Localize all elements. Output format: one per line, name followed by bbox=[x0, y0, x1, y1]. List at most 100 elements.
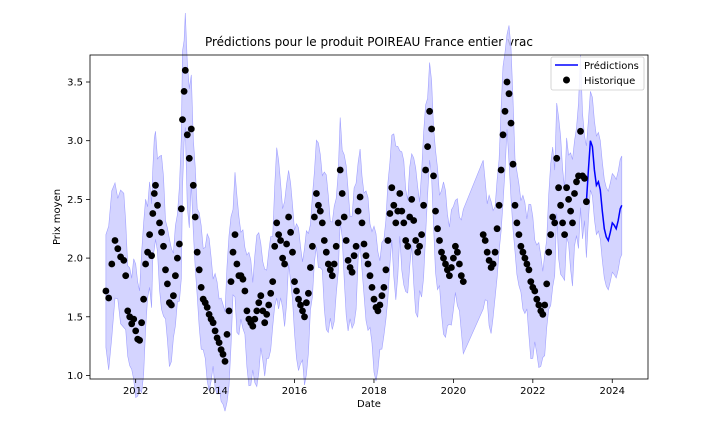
history-points-layer bbox=[102, 66, 590, 365]
history-point bbox=[454, 248, 461, 256]
history-point bbox=[328, 272, 336, 280]
history-point bbox=[557, 201, 564, 209]
x-tick-label: 2018 bbox=[361, 386, 386, 397]
y-tick-label: 2.5 bbox=[67, 195, 83, 206]
history-point bbox=[295, 295, 302, 303]
history-point bbox=[209, 319, 217, 327]
history-point bbox=[533, 295, 541, 303]
history-point bbox=[229, 248, 237, 256]
history-point bbox=[519, 248, 527, 256]
history-point bbox=[499, 131, 507, 139]
history-point bbox=[105, 294, 113, 302]
history-point bbox=[195, 266, 203, 274]
history-point bbox=[239, 275, 247, 283]
history-point bbox=[203, 304, 211, 311]
history-point bbox=[352, 242, 360, 250]
history-point bbox=[555, 184, 562, 192]
history-point bbox=[315, 201, 322, 209]
history-point bbox=[150, 190, 158, 197]
history-point bbox=[311, 213, 318, 221]
x-tick-label: 2020 bbox=[441, 386, 466, 397]
history-point bbox=[384, 237, 392, 244]
history-point bbox=[305, 289, 312, 297]
history-point bbox=[541, 301, 549, 309]
history-point bbox=[138, 319, 146, 327]
history-point bbox=[285, 213, 292, 221]
history-point bbox=[102, 287, 110, 295]
history-point bbox=[179, 116, 186, 123]
history-point bbox=[422, 166, 429, 174]
plot-area bbox=[102, 12, 623, 412]
history-point bbox=[255, 299, 263, 307]
history-point bbox=[191, 213, 199, 221]
history-point bbox=[505, 90, 513, 98]
history-point bbox=[581, 174, 588, 182]
history-point bbox=[181, 66, 189, 74]
history-point bbox=[146, 231, 154, 239]
history-point bbox=[287, 228, 294, 236]
history-point bbox=[130, 315, 138, 323]
history-point bbox=[382, 266, 390, 274]
history-point bbox=[154, 201, 161, 209]
history-point bbox=[396, 190, 404, 197]
history-point bbox=[160, 242, 167, 250]
history-point bbox=[517, 242, 525, 250]
history-point bbox=[448, 264, 455, 271]
history-point bbox=[569, 219, 576, 227]
history-point bbox=[527, 278, 535, 285]
history-point bbox=[459, 278, 467, 285]
history-point bbox=[364, 260, 372, 268]
history-point bbox=[493, 225, 501, 233]
history-point bbox=[380, 284, 388, 291]
history-point bbox=[307, 264, 314, 271]
history-point bbox=[370, 295, 378, 303]
history-point bbox=[344, 257, 352, 264]
y-tick-label: 1.0 bbox=[67, 371, 83, 382]
history-point bbox=[162, 266, 169, 274]
history-point bbox=[324, 260, 332, 268]
history-point bbox=[215, 339, 223, 346]
history-point bbox=[140, 295, 148, 303]
history-point bbox=[170, 292, 177, 300]
history-point bbox=[156, 219, 163, 227]
history-point bbox=[348, 268, 356, 276]
history-point bbox=[535, 301, 543, 309]
legend-history-label: Historique bbox=[584, 76, 635, 87]
history-point bbox=[211, 327, 219, 335]
history-point bbox=[483, 248, 491, 256]
history-point bbox=[553, 154, 561, 162]
history-point bbox=[573, 178, 580, 186]
y-axis: 1.0 1.5 2.0 2.5 3.0 3.5 bbox=[67, 78, 90, 382]
history-point bbox=[362, 252, 370, 260]
history-point bbox=[416, 242, 423, 250]
history-point bbox=[424, 143, 431, 151]
history-point bbox=[356, 193, 364, 201]
history-point bbox=[265, 301, 273, 309]
history-point bbox=[263, 311, 271, 318]
history-point bbox=[400, 219, 408, 227]
history-point bbox=[440, 254, 447, 262]
history-point bbox=[301, 313, 308, 321]
history-point bbox=[358, 219, 366, 227]
history-point bbox=[223, 331, 231, 338]
history-point bbox=[360, 240, 368, 248]
x-tick-label: 2024 bbox=[600, 386, 625, 397]
history-point bbox=[390, 201, 398, 209]
history-point bbox=[261, 319, 269, 327]
history-point bbox=[180, 88, 188, 95]
history-point bbox=[408, 196, 416, 203]
y-tick-label: 3.5 bbox=[67, 78, 83, 89]
history-point bbox=[251, 315, 259, 323]
history-point bbox=[426, 107, 433, 115]
history-point bbox=[398, 207, 406, 215]
history-point bbox=[402, 237, 410, 244]
history-point bbox=[525, 266, 533, 274]
history-point bbox=[322, 248, 330, 256]
history-point bbox=[509, 160, 517, 168]
x-axis-label: Date bbox=[357, 399, 381, 410]
history-point bbox=[257, 292, 265, 300]
history-point bbox=[233, 260, 241, 268]
history-point bbox=[122, 272, 130, 280]
history-point bbox=[279, 254, 286, 262]
